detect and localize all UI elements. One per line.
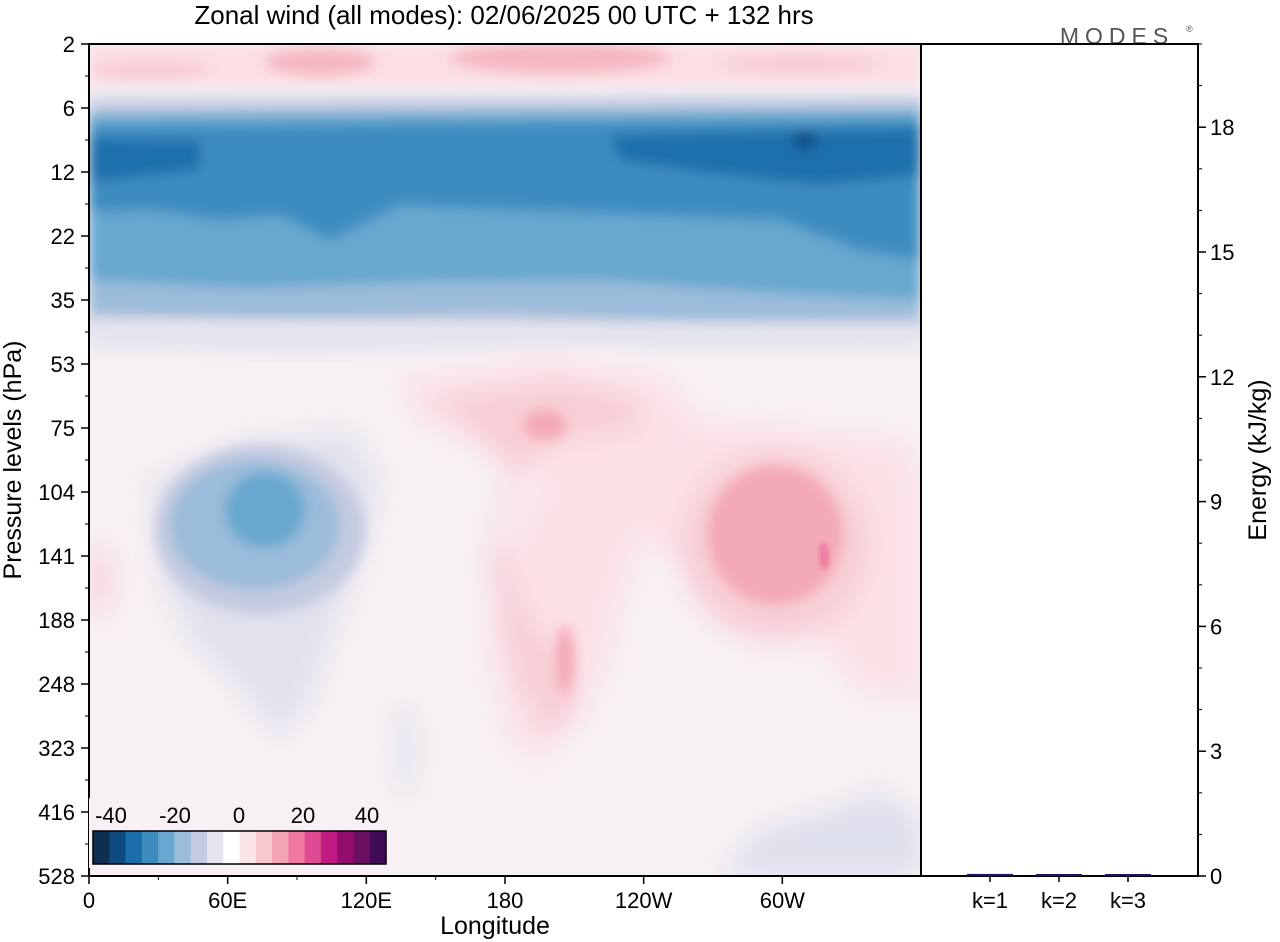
colorbar-swatch	[288, 831, 306, 864]
x-tick-label: 0	[83, 888, 95, 913]
positive-core-small	[523, 410, 567, 440]
colorbar-tick-label: 40	[355, 803, 379, 828]
energy-y-tick-label: 6	[1210, 614, 1222, 639]
colorbar-frame	[92, 830, 387, 865]
x-tick-label: 60W	[760, 888, 805, 913]
chart-title: Zonal wind (all modes): 02/06/2025 00 UT…	[194, 0, 813, 30]
colorbar-swatch	[125, 831, 143, 864]
surface-negative-streak	[397, 705, 413, 795]
colorbar-swatch	[158, 831, 175, 864]
colorbar-swatch	[320, 831, 338, 864]
energy-y-tick-label: 9	[1210, 490, 1222, 515]
y-tick-label: 22	[51, 224, 75, 249]
colorbar-swatch	[304, 831, 322, 864]
colorbar-swatch	[93, 831, 110, 864]
energy-axes: 0 3 6 9 12 15 18 k=1 k=2 k=3 Energy (kJ/kg)	[920, 43, 1272, 913]
x-axis-label: Longitude	[440, 912, 550, 940]
colorbar-tick-label: 0	[233, 803, 245, 828]
y-axis-label: Pressure levels (hPa)	[0, 341, 27, 580]
positive-max-east	[819, 542, 829, 570]
energy-y-tick-label: 3	[1210, 739, 1222, 764]
colorbar-swatch	[369, 831, 387, 864]
colorbar-swatch	[239, 831, 257, 864]
colorbar-swatch	[174, 831, 192, 864]
energy-y-tick-label: 15	[1210, 240, 1234, 265]
y-tick-label: 53	[51, 352, 75, 377]
y-tick-label: 323	[38, 736, 75, 761]
y-tick-label: 2	[63, 32, 75, 57]
zonal-wind-heatmap	[89, 44, 921, 876]
y-tick-label: 416	[38, 800, 75, 825]
x-tick-label: 60E	[208, 888, 247, 913]
y-tick-label: 141	[38, 544, 75, 569]
x-tick-label: 120E	[341, 888, 392, 913]
colorbar-swatch	[272, 831, 289, 864]
easterly-band-5	[89, 138, 200, 182]
left-axes: 2 6 12 22 35 53 75 104 141 188 248 323 416 528 0 60E 120…	[0, 32, 922, 940]
negative-vortex-core	[225, 472, 305, 548]
logo-registered-mark: ®	[1186, 24, 1193, 34]
energy-x-tick-label: k=1	[972, 888, 1008, 913]
energy-x-tick-label: k=3	[1110, 888, 1146, 913]
easterly-band-6	[610, 128, 921, 185]
colorbar-swatch	[206, 831, 224, 864]
energy-plot-frame	[920, 43, 1199, 877]
x-tick-label: 120W	[615, 888, 673, 913]
y-tick-label: 528	[38, 864, 75, 889]
colorbar: -40 -20 0 20 40	[89, 798, 390, 868]
colorbar-swatch	[255, 831, 273, 864]
positive-core-east	[707, 465, 843, 605]
energy-y-axis-label: Energy (kJ/kg)	[1244, 379, 1272, 540]
energy-bar	[1036, 874, 1082, 876]
light-negative-band	[89, 320, 921, 355]
upper-positive-core-3	[720, 54, 880, 74]
y-tick-label: 188	[38, 608, 75, 633]
colorbar-swatch	[353, 831, 371, 864]
colorbar-tick-label: 20	[291, 803, 315, 828]
upper-positive-core-1	[265, 48, 375, 76]
surface-negative-region	[720, 790, 921, 876]
transition-band-1	[89, 86, 921, 98]
energy-y-tick-label: 0	[1210, 864, 1222, 889]
x-tick-label: 180	[487, 888, 524, 913]
surface-positive-blob	[90, 545, 110, 615]
colorbar-swatch	[190, 831, 208, 864]
colorbar-swatch	[141, 831, 159, 864]
energy-x-tick-label: k=2	[1041, 888, 1077, 913]
y-tick-label: 75	[51, 416, 75, 441]
positive-region-inner	[430, 380, 640, 740]
colorbar-tick-label: -20	[159, 803, 191, 828]
positive-core-lower	[555, 625, 575, 695]
energy-bar	[1105, 874, 1151, 876]
energy-bar	[967, 873, 1013, 876]
y-tick-label: 104	[38, 480, 75, 505]
easterly-core	[793, 131, 817, 149]
y-tick-label: 12	[51, 160, 75, 185]
upper-positive-core-2	[450, 44, 670, 74]
colorbar-swatch	[223, 831, 240, 864]
y-tick-label: 6	[63, 96, 75, 121]
colorbar-tick-label: -40	[95, 803, 127, 828]
colorbar-swatch	[109, 831, 126, 864]
y-tick-label: 248	[38, 672, 75, 697]
colorbar-swatch	[337, 831, 354, 864]
y-tick-label: 35	[51, 288, 75, 313]
upper-positive-core-4	[90, 60, 210, 80]
energy-y-tick-label: 18	[1210, 115, 1234, 140]
energy-y-tick-label: 12	[1210, 365, 1234, 390]
